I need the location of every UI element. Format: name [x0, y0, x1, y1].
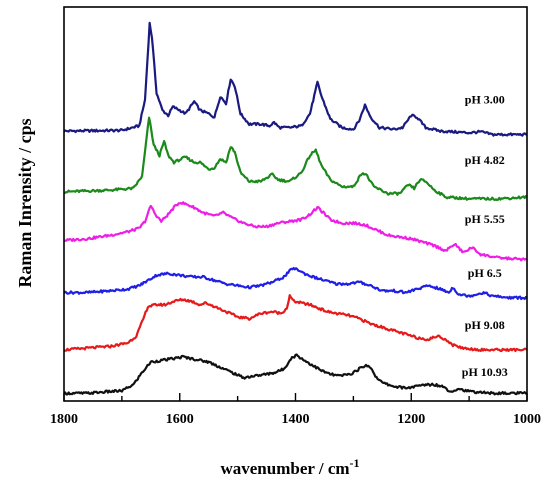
x-axis-title-superscript: -1 [350, 456, 360, 470]
series-labels-group: pH 3.00 pH 4.82 pH 5.55 pH 6.5 pH 9.08 pH 10.… [462, 92, 508, 379]
series-line-ph-9-08 [63, 294, 528, 353]
series-line-ph-4-82 [63, 116, 528, 202]
plot-frame [63, 6, 528, 402]
series-line-ph-3-00 [63, 21, 528, 137]
x-tick-label-1600: 1600 [166, 412, 194, 427]
series-label-ph-9-08: pH 9.08 [465, 318, 505, 332]
series-label-ph-4-82: pH 4.82 [465, 153, 505, 167]
series-label-ph-5-55: pH 5.55 [465, 212, 505, 226]
x-tick-label-1800: 1800 [50, 412, 78, 427]
x-axis-title: wavenumber / cm-1 [220, 456, 359, 478]
x-tick-label-1400: 1400 [282, 412, 310, 427]
x-axis-ticks [63, 393, 528, 401]
series-label-ph-6-5: pH 6.5 [468, 266, 502, 280]
series-label-ph-10-93: pH 10.93 [462, 365, 508, 379]
x-tick-label-1000: 1000 [513, 412, 541, 427]
y-axis-title: Raman Inrensity / cps [15, 118, 35, 287]
series-line-ph-6-5 [63, 266, 528, 301]
x-tick-labels: 1800 1600 1400 1200 1000 [50, 412, 541, 427]
series-line-ph-5-55 [63, 201, 528, 262]
series-lines-group [63, 21, 528, 396]
series-line-ph-10-93 [63, 353, 528, 396]
series-label-ph-3-00: pH 3.00 [465, 92, 505, 106]
x-tick-label-1200: 1200 [397, 412, 425, 427]
x-axis-title-main: wavenumber / cm [220, 459, 349, 478]
